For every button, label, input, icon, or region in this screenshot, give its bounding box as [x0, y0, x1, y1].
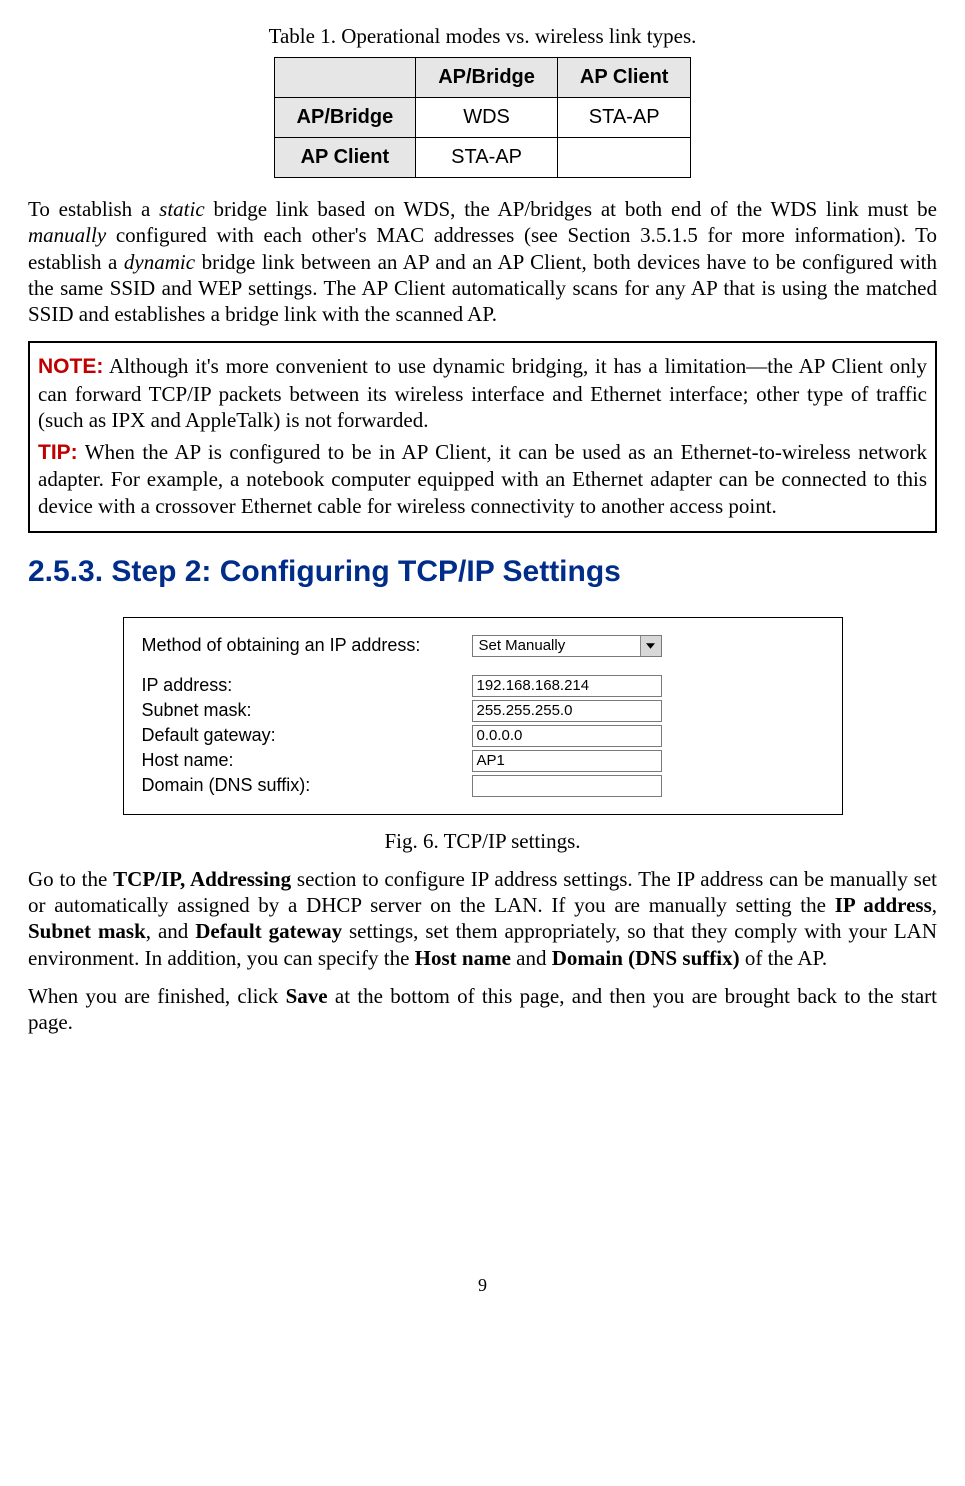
page-number: 9	[28, 1275, 937, 1296]
domain-input[interactable]	[472, 775, 662, 797]
form-row-ip: IP address: 192.168.168.214	[142, 675, 824, 697]
form-row-method: Method of obtaining an IP address: Set M…	[142, 635, 824, 657]
method-label: Method of obtaining an IP address:	[142, 635, 472, 656]
note-label: NOTE:	[38, 355, 103, 378]
tip-paragraph: TIP: When the AP is configured to be in …	[38, 439, 927, 519]
paragraph-save: When you are finished, click Save at the…	[28, 983, 937, 1036]
domain-label: Domain (DNS suffix):	[142, 775, 472, 796]
col-header-1: AP Client	[557, 58, 691, 98]
callout-box: NOTE: Although it's more convenient to u…	[28, 341, 937, 533]
paragraph-addressing: Go to the TCP/IP, Addressing section to …	[28, 866, 937, 971]
hostname-label: Host name:	[142, 750, 472, 771]
col-header-0: AP/Bridge	[416, 58, 558, 98]
ip-input[interactable]: 192.168.168.214	[472, 675, 662, 697]
subnet-input[interactable]: 255.255.255.0	[472, 700, 662, 722]
method-select[interactable]: Set Manually	[472, 635, 662, 657]
form-row-hostname: Host name: AP1	[142, 750, 824, 772]
cell-1-0: STA-AP	[416, 138, 558, 178]
table-corner-cell	[274, 58, 416, 98]
row-header-0: AP/Bridge	[274, 98, 416, 138]
form-row-gateway: Default gateway: 0.0.0.0	[142, 725, 824, 747]
form-row-domain: Domain (DNS suffix):	[142, 775, 824, 797]
figure-caption: Fig. 6. TCP/IP settings.	[28, 829, 937, 854]
tcpip-form: Method of obtaining an IP address: Set M…	[123, 617, 843, 815]
gateway-input[interactable]: 0.0.0.0	[472, 725, 662, 747]
note-paragraph: NOTE: Although it's more convenient to u…	[38, 353, 927, 433]
hostname-input[interactable]: AP1	[472, 750, 662, 772]
gateway-label: Default gateway:	[142, 725, 472, 746]
cell-1-1	[557, 138, 691, 178]
row-header-1: AP Client	[274, 138, 416, 178]
cell-0-1: STA-AP	[557, 98, 691, 138]
modes-table: AP/Bridge AP Client AP/Bridge WDS STA-AP…	[274, 57, 692, 178]
ip-label: IP address:	[142, 675, 472, 696]
method-select-value: Set Manually	[473, 636, 640, 656]
dropdown-arrow-icon[interactable]	[640, 636, 661, 656]
cell-0-0: WDS	[416, 98, 558, 138]
paragraph-bridge-link: To establish a static bridge link based …	[28, 196, 937, 327]
tip-label: TIP:	[38, 441, 78, 464]
subnet-label: Subnet mask:	[142, 700, 472, 721]
table-caption: Table 1. Operational modes vs. wireless …	[28, 24, 937, 49]
form-row-subnet: Subnet mask: 255.255.255.0	[142, 700, 824, 722]
section-heading: 2.5.3. Step 2: Configuring TCP/IP Settin…	[28, 555, 937, 589]
